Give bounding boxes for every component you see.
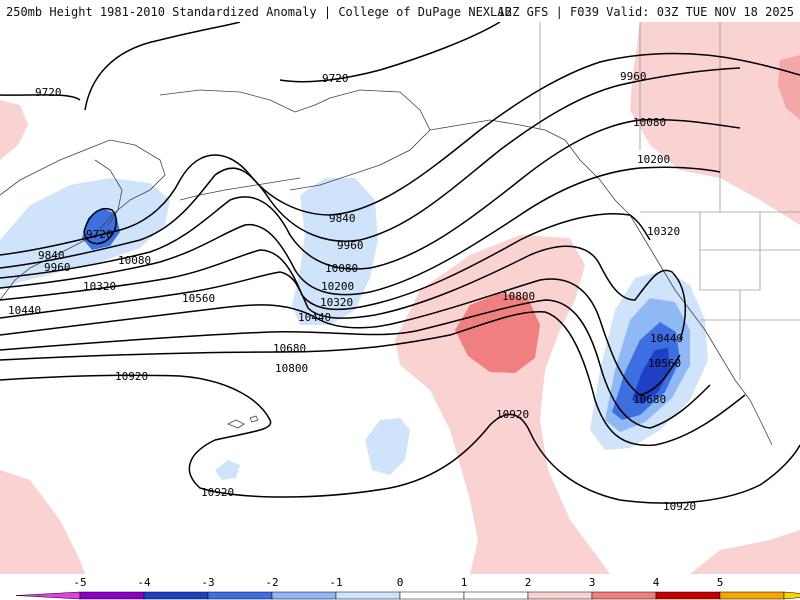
contour-label: 10920 xyxy=(496,408,529,421)
contour-10080 xyxy=(0,118,741,279)
contour-label: 10200 xyxy=(321,280,354,293)
contour-10320 xyxy=(0,212,651,311)
colorbar-ticks: -5 -4 -3 -2 -1 0 1 2 3 4 5 xyxy=(73,576,723,589)
model-run-info: 12Z GFS | F039 Valid: 03Z TUE NOV 18 202… xyxy=(497,5,794,19)
contour-10680 xyxy=(0,299,711,429)
colorbar-tick-label: 4 xyxy=(653,576,660,589)
contour-10560 xyxy=(0,278,681,396)
hawaii-islands xyxy=(227,415,259,429)
contour-10920 xyxy=(0,374,800,504)
contour-label: 10920 xyxy=(115,370,148,383)
contour-label: 10920 xyxy=(201,486,234,499)
negative-anomaly-small xyxy=(215,460,240,480)
colorbar-swatch xyxy=(335,591,401,600)
map-header: 250mb Height 1981-2010 Standardized Anom… xyxy=(0,0,800,22)
colorbar-tick-label: 1 xyxy=(461,576,468,589)
contour-label: 10080 xyxy=(325,262,358,275)
alaska-gulf-coastline xyxy=(429,119,631,216)
colorbar-swatches xyxy=(15,591,800,600)
contour-label: 10080 xyxy=(118,254,151,267)
negative-anomaly-trough-strong xyxy=(632,348,670,404)
colorbar-swatch xyxy=(399,591,465,600)
state-borders-1 xyxy=(699,212,800,380)
colorbar-swatch xyxy=(527,591,593,600)
colorbar-tick-label: 3 xyxy=(589,576,596,589)
colorbar-tick-label: -3 xyxy=(201,576,214,589)
colorbar-swatch xyxy=(591,591,657,600)
contour-label: 10800 xyxy=(502,290,535,303)
colorbar-tick-label: 5 xyxy=(717,576,724,589)
west-coast-coastline xyxy=(629,214,773,446)
colorbar-swatch xyxy=(143,591,209,600)
positive-anomaly-central xyxy=(395,235,610,574)
colorbar-tick-label: -5 xyxy=(73,576,86,589)
contour-label: 9840 xyxy=(38,249,65,262)
map-title: 250mb Height 1981-2010 Standardized Anom… xyxy=(6,5,512,19)
positive-anomaly-west xyxy=(0,100,28,160)
contour-label: 10560 xyxy=(182,292,215,305)
colorbar-tick-label: 0 xyxy=(397,576,404,589)
positive-anomaly-central-strong xyxy=(455,293,540,373)
contour-label: 10320 xyxy=(647,225,680,238)
colorbar-swatch xyxy=(79,591,145,600)
positive-anomaly-northeast xyxy=(630,22,800,225)
colorbar-swatch xyxy=(719,591,785,600)
contour-10800 xyxy=(0,311,746,447)
colorbar-legend: -5 -4 -3 -2 -1 0 1 2 3 4 5 xyxy=(15,576,800,600)
contour-label: 10440 xyxy=(298,311,331,324)
colorbar-swatch xyxy=(463,591,529,600)
province-borders xyxy=(639,22,721,212)
contour-label: 9960 xyxy=(620,70,647,83)
colorbar-left-arrow xyxy=(15,591,81,600)
contour-label: 10920 xyxy=(663,500,696,513)
asia-coastline xyxy=(0,139,166,301)
contour-9720-center xyxy=(279,22,501,83)
anomaly-shading xyxy=(0,22,800,574)
contour-label: 10080 xyxy=(633,116,666,129)
contour-label: 10800 xyxy=(275,362,308,375)
political-borders xyxy=(539,22,800,380)
contour-9840 xyxy=(0,52,800,256)
contour-label: 10320 xyxy=(320,296,353,309)
colorbar-tick-label: -1 xyxy=(329,576,342,589)
colorbar-swatch xyxy=(271,591,337,600)
contour-9720-top xyxy=(84,22,241,111)
colorbar-tick-label: -4 xyxy=(137,576,151,589)
colorbar-swatch xyxy=(207,591,273,600)
contour-label: 9720 xyxy=(35,86,62,99)
contour-label: 9960 xyxy=(44,261,71,274)
contour-10440 xyxy=(0,245,687,341)
height-contours xyxy=(0,22,800,504)
contour-label: 10320 xyxy=(83,280,116,293)
contour-labels: 9720 9720 9720 9840 9840 9960 9960 9960 … xyxy=(8,70,696,513)
contour-label: 10680 xyxy=(273,342,306,355)
contour-label: 9960 xyxy=(337,239,364,252)
contour-9720-west xyxy=(0,94,81,101)
contour-9960 xyxy=(0,67,741,269)
coastlines xyxy=(0,89,773,446)
contour-label: 10200 xyxy=(637,153,670,166)
colorbar-right-arrow xyxy=(783,591,800,600)
contour-label: 10440 xyxy=(650,332,683,345)
colorbar-tick-label: -2 xyxy=(265,576,278,589)
contour-10200 xyxy=(0,166,721,296)
aleutian-chain xyxy=(179,177,301,201)
contour-label: 9840 xyxy=(329,212,356,225)
contour-label: 10560 xyxy=(648,357,681,370)
positive-anomaly-southwest xyxy=(0,470,85,574)
alaska-coastline xyxy=(159,89,431,191)
contour-label: 9720 xyxy=(322,72,349,85)
positive-anomaly-northeast-strong xyxy=(778,55,800,120)
colorbar-swatch xyxy=(655,591,721,600)
contour-label: 10680 xyxy=(633,393,666,406)
colorbar-tick-label: 2 xyxy=(525,576,532,589)
negative-anomaly-west-moderate xyxy=(82,208,120,250)
contour-label: 9720 xyxy=(86,228,113,241)
weather-map: 9720 9720 9720 9840 9840 9960 9960 9960 … xyxy=(0,22,800,574)
contour-label: 10440 xyxy=(8,304,41,317)
negative-anomaly-south xyxy=(365,418,410,475)
positive-anomaly-southeast xyxy=(690,530,800,574)
contour-9720-low xyxy=(83,208,117,245)
